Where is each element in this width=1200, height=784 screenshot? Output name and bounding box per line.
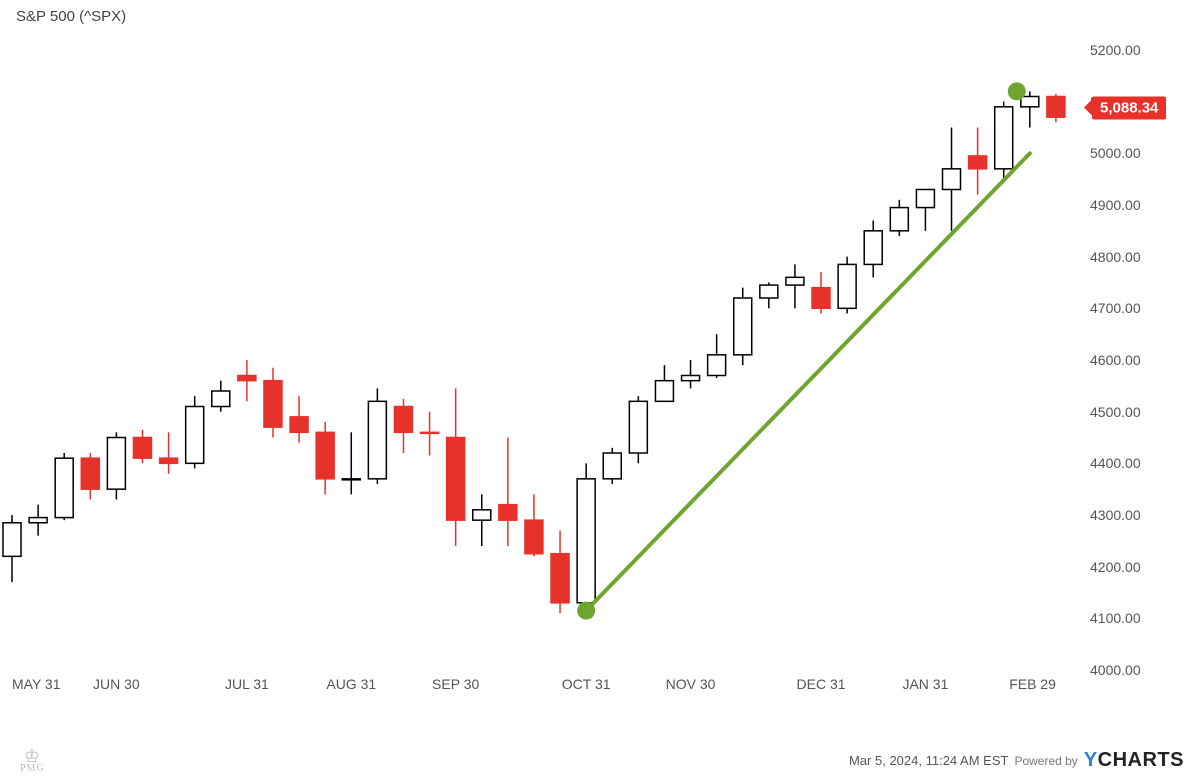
candle-body[interactable] [864,231,882,265]
candle-body[interactable] [682,376,700,381]
candle-body[interactable] [916,190,934,208]
y-tick-label: 4100.00 [1090,610,1141,626]
candle-body[interactable] [81,458,99,489]
candle-body[interactable] [551,554,569,603]
candle-body[interactable] [290,417,308,433]
current-price-flag: 5,088.34 [1092,96,1166,119]
candle-body[interactable] [186,407,204,464]
candle-body[interactable] [577,479,595,603]
candle-body[interactable] [812,288,830,309]
watermark-logo: ♔ PMG [20,749,45,774]
chart-title: S&P 500 (^SPX) [16,8,126,25]
x-tick-label: FEB 29 [1009,676,1056,692]
y-tick-label: 4200.00 [1090,559,1141,575]
candle-body[interactable] [421,432,439,433]
candle-body[interactable] [29,518,47,523]
y-tick-label: 4500.00 [1090,404,1141,420]
candle-body[interactable] [55,458,73,517]
candle-body[interactable] [890,208,908,231]
candle-body[interactable] [838,264,856,308]
candle-body[interactable] [969,156,987,169]
x-tick-label: JAN 31 [902,676,948,692]
y-tick-label: 4600.00 [1090,352,1141,368]
timestamp: Mar 5, 2024, 11:24 AM EST [849,753,1008,768]
y-tick-label: 4300.00 [1090,507,1141,523]
candle-body[interactable] [368,401,386,479]
candle-body[interactable] [473,510,491,520]
x-tick-label: DEC 31 [797,676,846,692]
candle-body[interactable] [394,407,412,433]
candle-body[interactable] [995,107,1013,169]
x-tick-label: MAY 31 [12,676,61,692]
candle-body[interactable] [1021,97,1039,107]
trendline [586,153,1030,610]
candle-body[interactable] [107,438,125,490]
x-tick-label: SEP 30 [432,676,479,692]
candle-body[interactable] [316,432,334,479]
y-tick-label: 5000.00 [1090,145,1141,161]
candle-body[interactable] [1047,97,1065,118]
x-tick-label: AUG 31 [326,676,376,692]
x-tick-label: NOV 30 [666,676,716,692]
candle-body[interactable] [734,298,752,355]
ycharts-logo: YCHARTS [1084,749,1184,772]
candle-body[interactable] [264,381,282,428]
candle-body[interactable] [708,355,726,376]
candle-body[interactable] [943,169,961,190]
x-tick-label: JUL 31 [225,676,269,692]
candle-body[interactable] [786,277,804,285]
candle-body[interactable] [342,479,360,480]
candlestick-chart[interactable] [12,50,1082,670]
candle-body[interactable] [238,376,256,381]
candle-body[interactable] [760,285,778,298]
candle-body[interactable] [212,391,230,407]
candle-body[interactable] [525,520,543,554]
candle-body[interactable] [133,438,151,459]
y-tick-label: 4700.00 [1090,300,1141,316]
candle-body[interactable] [160,458,178,463]
y-tick-label: 4000.00 [1090,662,1141,678]
marker-dot [577,602,595,620]
candle-body[interactable] [499,505,517,520]
footer: Mar 5, 2024, 11:24 AM EST Powered by YCH… [849,749,1184,772]
y-tick-label: 4800.00 [1090,249,1141,265]
candle-body[interactable] [447,438,465,521]
candle-body[interactable] [603,453,621,479]
y-tick-label: 4400.00 [1090,455,1141,471]
y-tick-label: 5200.00 [1090,42,1141,58]
x-tick-label: JUN 30 [93,676,140,692]
y-tick-label: 4900.00 [1090,197,1141,213]
candle-body[interactable] [655,381,673,402]
x-tick-label: OCT 31 [562,676,611,692]
powered-by-label: Powered by [1014,754,1077,768]
candle-body[interactable] [629,401,647,453]
marker-dot [1008,82,1026,100]
candle-body[interactable] [3,523,21,557]
